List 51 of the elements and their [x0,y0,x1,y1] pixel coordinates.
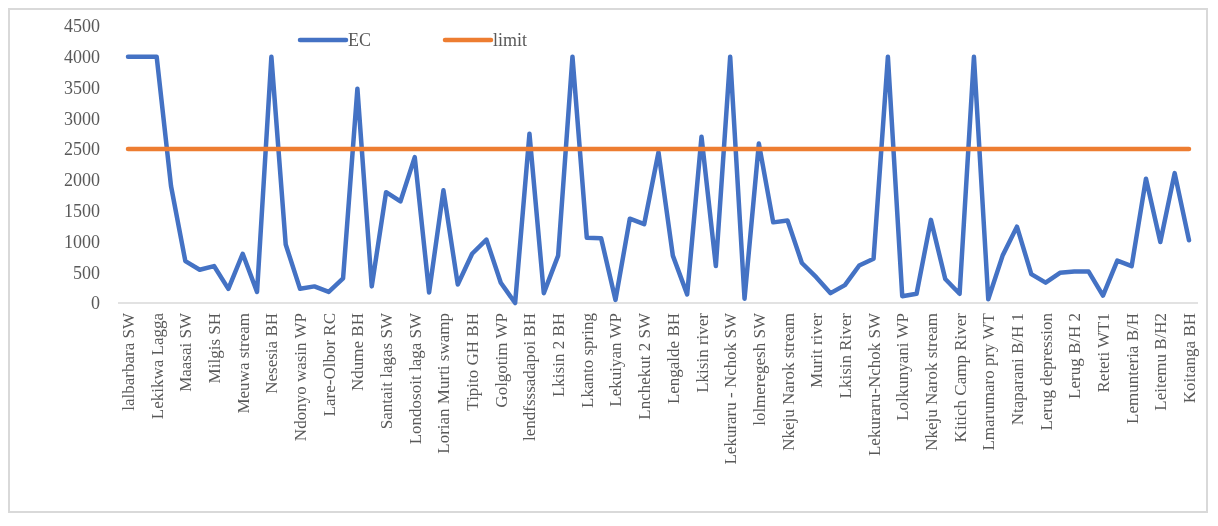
x-tick-label: Murit river [807,312,827,389]
x-tick-label: Lkisin 2 BH [549,313,569,398]
x-tick-label: Maasai SW [176,312,196,392]
x-tick-label: Lengalde BH [663,313,683,405]
x-tick-label: Lekuraru - Nchok SW [721,312,741,465]
x-tick-label: Ntaparani B/H 1 [1007,313,1027,426]
x-tick-label: Nesesia BH [262,313,282,394]
x-tick-label: Kitich Camp River [950,312,970,443]
y-tick-label: 1500 [64,200,100,221]
x-tick-label: Golgotim WP [491,313,511,408]
x-tick-label: Ndume BH [348,313,368,391]
line-series [125,54,1192,306]
x-tick-label: Nkeju Narok stream [921,313,941,451]
y-tick-label: 2000 [64,170,100,191]
x-tick-label: Lare-Olbor RC [319,313,339,417]
x-tick-label: Leitemu B/H2 [1151,313,1171,411]
x-tick-label: Lmarumaro pry WT [979,312,999,451]
x-tick-label: Lorian Murti swamp [434,313,454,454]
x-tick-label: Lekuiyan WP [606,313,626,407]
y-tick-label: 1000 [64,231,100,252]
y-tick-label: 3500 [64,77,100,98]
x-tick-label: Lerug B/H 2 [1065,313,1085,399]
x-tick-label: Tipito GH BH [463,313,483,411]
x-tick-label: lolmeregesh SW [749,312,769,426]
x-tick-label: Reteti WT1 [1093,313,1113,393]
y-tick-label: 0 [91,293,100,314]
x-tick-label: Lekikwa Lagga [147,312,167,420]
x-tick-label: Londosoit laga SW [405,312,425,445]
x-tick-label: Lolkunyani WP [893,313,913,421]
x-tick-label: Santait lagas SW [377,312,397,430]
x-tick-label: Koitanga BH [1180,313,1199,404]
legend-label: limit [493,30,528,51]
x-tick-label: Lkisin River [835,312,855,399]
y-tick-label: 500 [73,262,100,283]
x-tick-label: Lekuraru-Nchok SW [864,312,884,457]
x-tick-label: lendfsssadapoi BH [520,313,540,441]
x-tick-label: lalbarbara SW [119,312,138,411]
y-tick-label: 2500 [64,139,100,160]
x-tick-label: Lerug depression [1036,312,1056,431]
x-tick-label: Lkanto spring [577,312,597,408]
y-tick-label: 3000 [64,108,100,129]
legend-label: EC [348,30,372,51]
y-tick-label: 4000 [64,47,100,68]
x-tick-label: Lemunteria B/H [1122,313,1142,424]
x-tick-label: Nkeju Narok stream [778,313,798,451]
x-tick-label: Ndonyo wasin WP [291,313,311,442]
y-tick-label: 4500 [64,16,100,37]
x-tick-label: Lnchekut 2 SW [635,312,655,420]
x-tick-label: Meuwa stream [233,313,253,414]
x-tick-label: Lkisin river [692,312,712,393]
x-tick-label: Milgis SH [205,313,225,384]
